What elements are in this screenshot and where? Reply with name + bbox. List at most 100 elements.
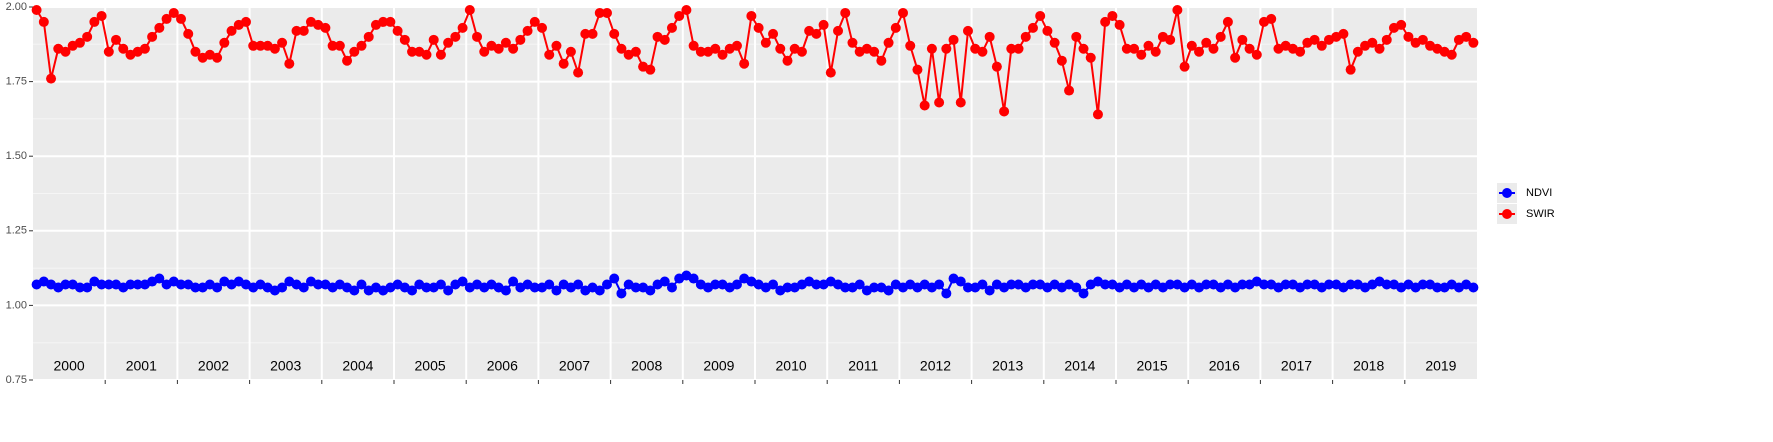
point — [811, 279, 822, 290]
point — [681, 4, 692, 15]
point — [38, 16, 49, 27]
point — [746, 10, 757, 21]
year-label: 2009 — [703, 358, 734, 374]
point — [731, 40, 742, 51]
point — [645, 285, 656, 296]
point — [558, 58, 569, 69]
point — [1251, 49, 1262, 60]
point — [1432, 282, 1443, 293]
point — [688, 273, 699, 284]
point — [1208, 43, 1219, 54]
point — [890, 22, 901, 33]
point — [212, 282, 223, 293]
point — [96, 279, 107, 290]
point — [139, 43, 150, 54]
point — [508, 276, 519, 287]
year-label: 2001 — [126, 358, 157, 374]
point — [977, 46, 988, 57]
point — [1092, 109, 1103, 120]
point — [630, 282, 641, 293]
point — [349, 285, 360, 296]
point — [60, 279, 71, 290]
point — [1417, 34, 1428, 45]
point — [1064, 85, 1075, 96]
point — [955, 97, 966, 108]
legend-marker — [1502, 188, 1512, 198]
point — [999, 106, 1010, 117]
point — [219, 37, 230, 48]
point — [544, 49, 555, 60]
point — [984, 285, 995, 296]
point — [717, 49, 728, 60]
point — [363, 31, 374, 42]
point — [551, 285, 562, 296]
point — [1237, 34, 1248, 45]
point — [1468, 37, 1479, 48]
point — [580, 28, 591, 39]
year-label: 2004 — [342, 358, 373, 374]
point — [176, 279, 187, 290]
point — [89, 16, 100, 27]
point — [313, 279, 324, 290]
point — [103, 279, 114, 290]
point — [645, 64, 656, 75]
point — [1085, 52, 1096, 63]
point — [1309, 34, 1320, 45]
point — [710, 43, 721, 54]
y-tick-label: 1.00 — [6, 299, 27, 311]
point — [948, 34, 959, 45]
y-tick-label: 1.75 — [6, 76, 27, 88]
y-tick-label: 1.50 — [6, 150, 27, 162]
point — [1100, 16, 1111, 27]
point — [407, 46, 418, 57]
point — [1215, 31, 1226, 42]
point — [811, 28, 822, 39]
year-label: 2000 — [54, 358, 85, 374]
point — [869, 282, 880, 293]
point — [1345, 64, 1356, 75]
point — [674, 10, 685, 21]
point — [147, 31, 158, 42]
year-label: 2011 — [848, 358, 878, 374]
point — [1042, 25, 1053, 36]
point — [464, 4, 475, 15]
point — [883, 285, 894, 296]
year-label: 2006 — [487, 358, 518, 374]
point — [941, 43, 952, 54]
point — [255, 40, 266, 51]
point — [118, 43, 129, 54]
point — [479, 46, 490, 57]
point — [796, 46, 807, 57]
point — [1295, 46, 1306, 57]
point — [291, 25, 302, 36]
point — [1114, 19, 1125, 30]
point — [190, 282, 201, 293]
point — [941, 288, 952, 299]
point — [1461, 31, 1472, 42]
y-tick-label: 2.00 — [6, 1, 27, 13]
point — [825, 67, 836, 78]
point — [1136, 49, 1147, 60]
point — [226, 25, 237, 36]
point — [421, 282, 432, 293]
point — [1172, 4, 1183, 15]
point — [74, 37, 85, 48]
point — [1078, 43, 1089, 54]
year-label: 2008 — [631, 358, 662, 374]
point — [753, 22, 764, 33]
year-label: 2012 — [920, 358, 951, 374]
point — [392, 25, 403, 36]
point — [919, 100, 930, 111]
point — [435, 49, 446, 60]
point — [883, 37, 894, 48]
point — [544, 279, 555, 290]
point — [1165, 279, 1176, 290]
year-label: 2014 — [1064, 358, 1095, 374]
point — [537, 22, 548, 33]
point — [1316, 40, 1327, 51]
year-label: 2007 — [559, 358, 590, 374]
point — [407, 285, 418, 296]
point — [60, 46, 71, 57]
point — [768, 28, 779, 39]
